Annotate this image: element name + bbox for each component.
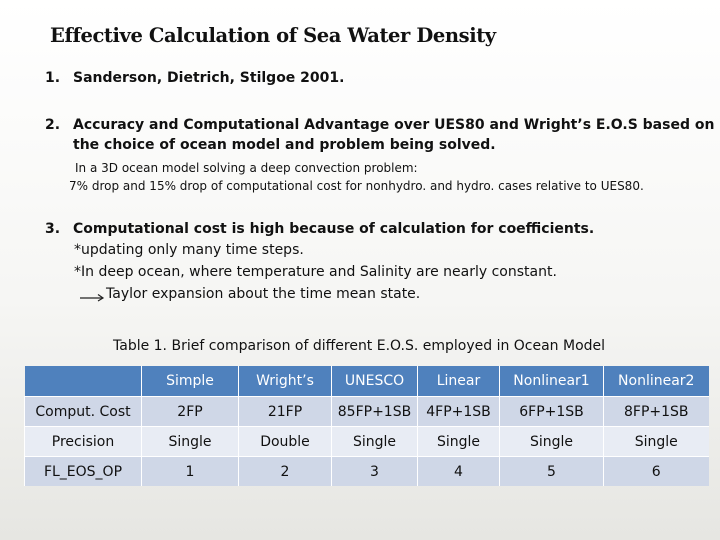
table-cell: 5 (499, 456, 604, 486)
table-cell: 6 (603, 456, 709, 486)
table-cell: 1 (141, 456, 239, 486)
table-header-cell: Wright’s (238, 366, 332, 397)
item-text: Accuracy and Computational Advantage ove… (73, 117, 715, 133)
list-item-1: 1. Sanderson, Dietrich, Stilgoe 2001. (45, 68, 685, 88)
table-row: Comput. Cost 2FP 21FP 85FP+1SB 4FP+1SB 6… (24, 396, 709, 427)
table-header-cell: Simple (141, 366, 239, 397)
table-cell: 2FP (141, 396, 239, 427)
item-text: Sanderson, Dietrich, Stilgoe 2001. (73, 70, 345, 86)
table-cell: 4FP+1SB (417, 396, 500, 427)
table-cell: 3 (331, 456, 418, 486)
table-cell: Single (417, 426, 500, 457)
table-row-label: Precision (24, 426, 142, 457)
item-note: *In deep ocean, where temperature and Sa… (74, 264, 557, 280)
table-cell: 6FP+1SB (499, 396, 604, 427)
table-header-cell: Nonlinear2 (603, 366, 709, 397)
table-row-label: Comput. Cost (24, 396, 142, 427)
table-cell: 4 (417, 456, 500, 486)
item-detail: In a 3D ocean model solving a deep conve… (75, 161, 418, 175)
item-text-continued: the choice of ocean model and problem be… (73, 137, 496, 153)
table-cell: 21FP (238, 396, 332, 427)
table-header-cell: Nonlinear1 (499, 366, 604, 397)
item-number: 1. (45, 70, 61, 86)
item-text: Computational cost is high because of ca… (73, 221, 595, 237)
eos-comparison-table: Simple Wright’s UNESCO Linear Nonlinear1… (24, 366, 709, 486)
table-header-cell (24, 366, 142, 397)
list-item-2: 2. Accuracy and Computational Advantage … (45, 115, 714, 155)
list-item-3: 3. Computational cost is high because of… (45, 219, 685, 239)
table-cell: Single (331, 426, 418, 457)
table-header-cell: Linear (417, 366, 500, 397)
item-detail: 7% drop and 15% drop of computational co… (69, 179, 644, 193)
table-header-row: Simple Wright’s UNESCO Linear Nonlinear1… (24, 366, 709, 397)
table-header-cell: UNESCO (331, 366, 418, 397)
table-cell: Single (141, 426, 239, 457)
table-cell: 8FP+1SB (603, 396, 709, 427)
item-note: Taylor expansion about the time mean sta… (106, 286, 421, 302)
table-cell: Single (499, 426, 604, 457)
table-row: FL_EOS_OP 1 2 3 4 5 6 (24, 456, 709, 486)
slide-title: Effective Calculation of Sea Water Densi… (50, 24, 496, 47)
table-cell: 2 (238, 456, 332, 486)
table-cell: Double (238, 426, 332, 457)
table-caption: Table 1. Brief comparison of different E… (113, 338, 606, 354)
table-row: Precision Single Double Single Single Si… (24, 426, 709, 457)
table-cell: Single (603, 426, 709, 457)
right-arrow-icon (80, 294, 105, 302)
table-row-label: FL_EOS_OP (24, 456, 142, 486)
item-number: 2. (45, 117, 61, 133)
item-note: *updating only many time steps. (74, 242, 304, 258)
item-number: 3. (45, 221, 61, 237)
table-cell: 85FP+1SB (331, 396, 418, 427)
